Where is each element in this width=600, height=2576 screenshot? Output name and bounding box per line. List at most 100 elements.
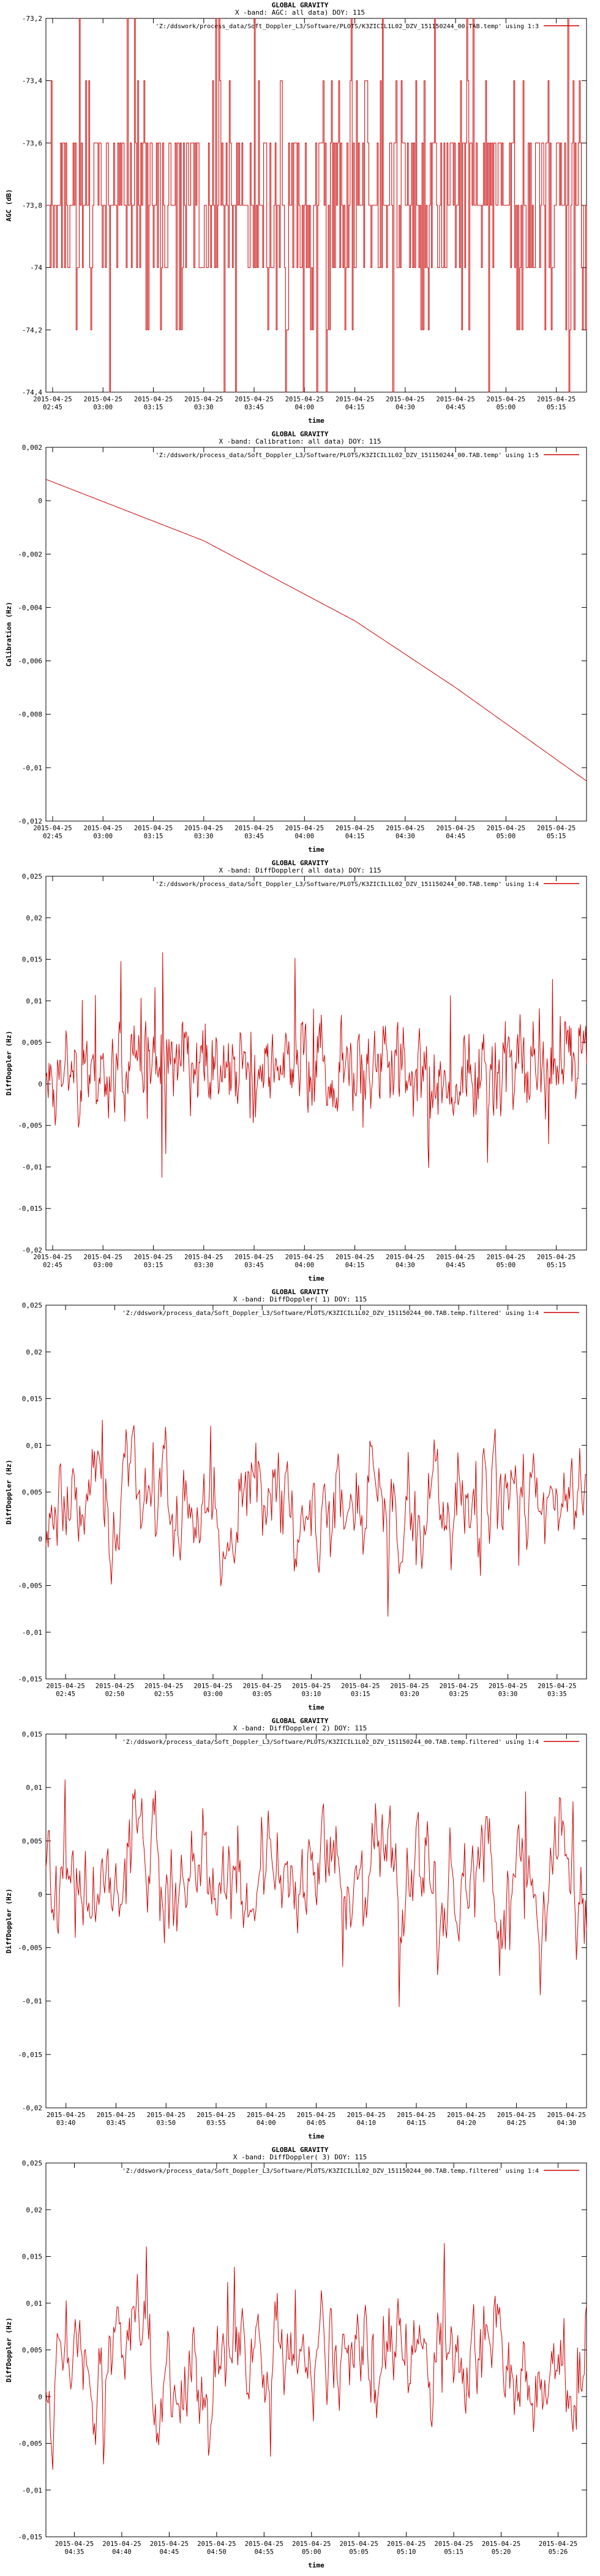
legend-label: 'Z:/ddswork/process_data/Soft_Doppler_L3… [122, 1739, 539, 1746]
x-tick-label: 03:45 [244, 404, 264, 411]
x-tick-date: 2015-04-25 [538, 1683, 576, 1690]
x-axis-label: time [308, 2561, 324, 2569]
x-tick-date: 2015-04-25 [547, 2112, 586, 2119]
x-tick-date: 2015-04-25 [390, 1683, 429, 1690]
x-tick-date: 2015-04-25 [285, 825, 324, 832]
y-tick-label: -0,005 [18, 1582, 42, 1590]
x-tick-date: 2015-04-25 [84, 825, 122, 832]
chart-subtitle: X -band: DiffDoppler( all data) DOY: 115 [219, 866, 381, 874]
x-tick-date: 2015-04-25 [150, 2540, 189, 2548]
x-tick-label: 03:10 [302, 1691, 321, 1698]
x-tick-date: 2015-04-25 [285, 396, 324, 403]
y-tick-label: -0,005 [18, 1122, 42, 1130]
x-tick-label: 04:00 [257, 2120, 276, 2127]
y-tick-label: -0,006 [18, 657, 42, 665]
x-tick-date: 2015-04-25 [102, 2540, 141, 2548]
x-tick-date: 2015-04-25 [489, 1683, 527, 1690]
x-axis-label: time [308, 1275, 324, 1282]
y-tick-label: -0,015 [18, 2051, 42, 2059]
x-tick-label: 04:30 [396, 833, 415, 840]
x-tick-label: 04:15 [407, 2120, 426, 2127]
x-tick-label: 05:00 [497, 404, 516, 411]
x-tick-label: 02:45 [56, 1691, 75, 1698]
y-tick-label: -0,005 [18, 1944, 42, 1952]
plot-border [45, 1733, 587, 2108]
x-tick-date: 2015-04-25 [184, 825, 223, 832]
x-tick-date: 2015-04-25 [482, 2540, 520, 2548]
y-tick-label: 0 [38, 1890, 42, 1898]
chart-title: GLOBAL GRAVITY [272, 1, 329, 9]
x-tick-label: 04:45 [446, 1262, 465, 1269]
x-tick-label: 04:40 [112, 2548, 132, 2556]
x-tick-label: 05:15 [444, 2548, 463, 2556]
x-tick-label: 03:00 [93, 1262, 113, 1269]
x-tick-label: 04:45 [160, 2548, 179, 2556]
x-tick-date: 2015-04-25 [436, 825, 474, 832]
chart-title: GLOBAL GRAVITY [272, 859, 329, 867]
x-tick-date: 2015-04-25 [234, 1254, 273, 1261]
x-tick-label: 04:50 [207, 2548, 227, 2556]
x-tick-label: 02:45 [43, 404, 62, 411]
x-tick-date: 2015-04-25 [134, 825, 173, 832]
x-tick-label: 03:00 [93, 833, 113, 840]
x-tick-date: 2015-04-25 [336, 396, 374, 403]
x-tick-label: 03:55 [206, 2120, 226, 2127]
x-tick-label: 04:30 [557, 2120, 576, 2127]
x-tick-date: 2015-04-25 [285, 1254, 324, 1261]
x-tick-label: 02:50 [105, 1691, 125, 1698]
chart-panel-4: GLOBAL GRAVITY X -band: DiffDoppler( 1) D… [0, 1287, 600, 1716]
chart-panel-2: GLOBAL GRAVITY X -band: Calibration: all … [0, 429, 600, 858]
y-tick-label: 0 [38, 497, 42, 505]
y-axis-label: DiffDoppler (Hz) [5, 1460, 13, 1525]
y-tick-label: 0 [38, 2393, 42, 2401]
y-tick-label: 0,01 [26, 1442, 43, 1450]
x-axis-label: time [308, 846, 324, 854]
x-tick-date: 2015-04-25 [341, 1683, 380, 1690]
x-tick-label: 05:00 [302, 2548, 321, 2556]
chart-title: GLOBAL GRAVITY [272, 1717, 329, 1725]
x-tick-label: 05:15 [547, 1262, 566, 1269]
x-tick-label: 04:30 [396, 404, 415, 411]
y-tick-label: 0,005 [22, 1039, 42, 1047]
x-tick-label: 04:00 [294, 1262, 314, 1269]
x-tick-label: 02:45 [43, 833, 62, 840]
y-axis-label: DiffDoppler (Hz) [5, 1031, 13, 1096]
series-line [45, 952, 587, 1178]
x-tick-date: 2015-04-25 [47, 2112, 85, 2119]
y-tick-label: 0,01 [26, 1784, 43, 1792]
legend-label: 'Z:/ddswork/process_data/Soft_Doppler_L3… [122, 1310, 539, 1317]
x-tick-date: 2015-04-25 [292, 2540, 331, 2548]
x-tick-date: 2015-04-25 [134, 396, 173, 403]
y-tick-label: 0,02 [26, 2206, 43, 2214]
x-tick-date: 2015-04-25 [33, 825, 72, 832]
x-tick-date: 2015-04-25 [297, 2112, 336, 2119]
x-tick-label: 03:15 [144, 1262, 163, 1269]
y-tick-label: -74,4 [22, 388, 42, 396]
y-tick-label: -0,005 [18, 2440, 42, 2448]
x-tick-label: 03:15 [351, 1691, 370, 1698]
x-tick-label: 04:55 [254, 2548, 274, 2556]
y-tick-label: 0 [38, 1535, 42, 1543]
y-tick-label: -0,02 [22, 2104, 42, 2112]
series-line [45, 479, 587, 782]
y-tick-label: -74,2 [22, 326, 42, 334]
x-tick-label: 04:15 [345, 833, 365, 840]
x-tick-date: 2015-04-25 [336, 825, 374, 832]
x-tick-label: 04:15 [345, 1262, 365, 1269]
chart-subtitle: X -band: DiffDoppler( 3) DOY: 115 [233, 2153, 367, 2161]
x-tick-date: 2015-04-25 [397, 2112, 435, 2119]
y-tick-label: -73,6 [22, 139, 42, 147]
x-tick-label: 02:45 [43, 1262, 62, 1269]
x-tick-label: 05:05 [349, 2548, 369, 2556]
chart-subtitle: X -band: Calibration: all data) DOY: 115 [219, 438, 381, 445]
chart-title: GLOBAL GRAVITY [272, 2146, 329, 2154]
x-tick-date: 2015-04-25 [292, 1683, 331, 1690]
x-tick-date: 2015-04-25 [347, 2112, 386, 2119]
y-tick-label: -73,8 [22, 202, 42, 210]
chart-subtitle: X -band: AGC: all data) DOY: 115 [235, 9, 365, 17]
x-tick-date: 2015-04-25 [537, 1254, 576, 1261]
x-tick-date: 2015-04-25 [245, 2540, 283, 2548]
x-tick-label: 03:50 [156, 2120, 176, 2127]
x-tick-date: 2015-04-25 [340, 2540, 378, 2548]
